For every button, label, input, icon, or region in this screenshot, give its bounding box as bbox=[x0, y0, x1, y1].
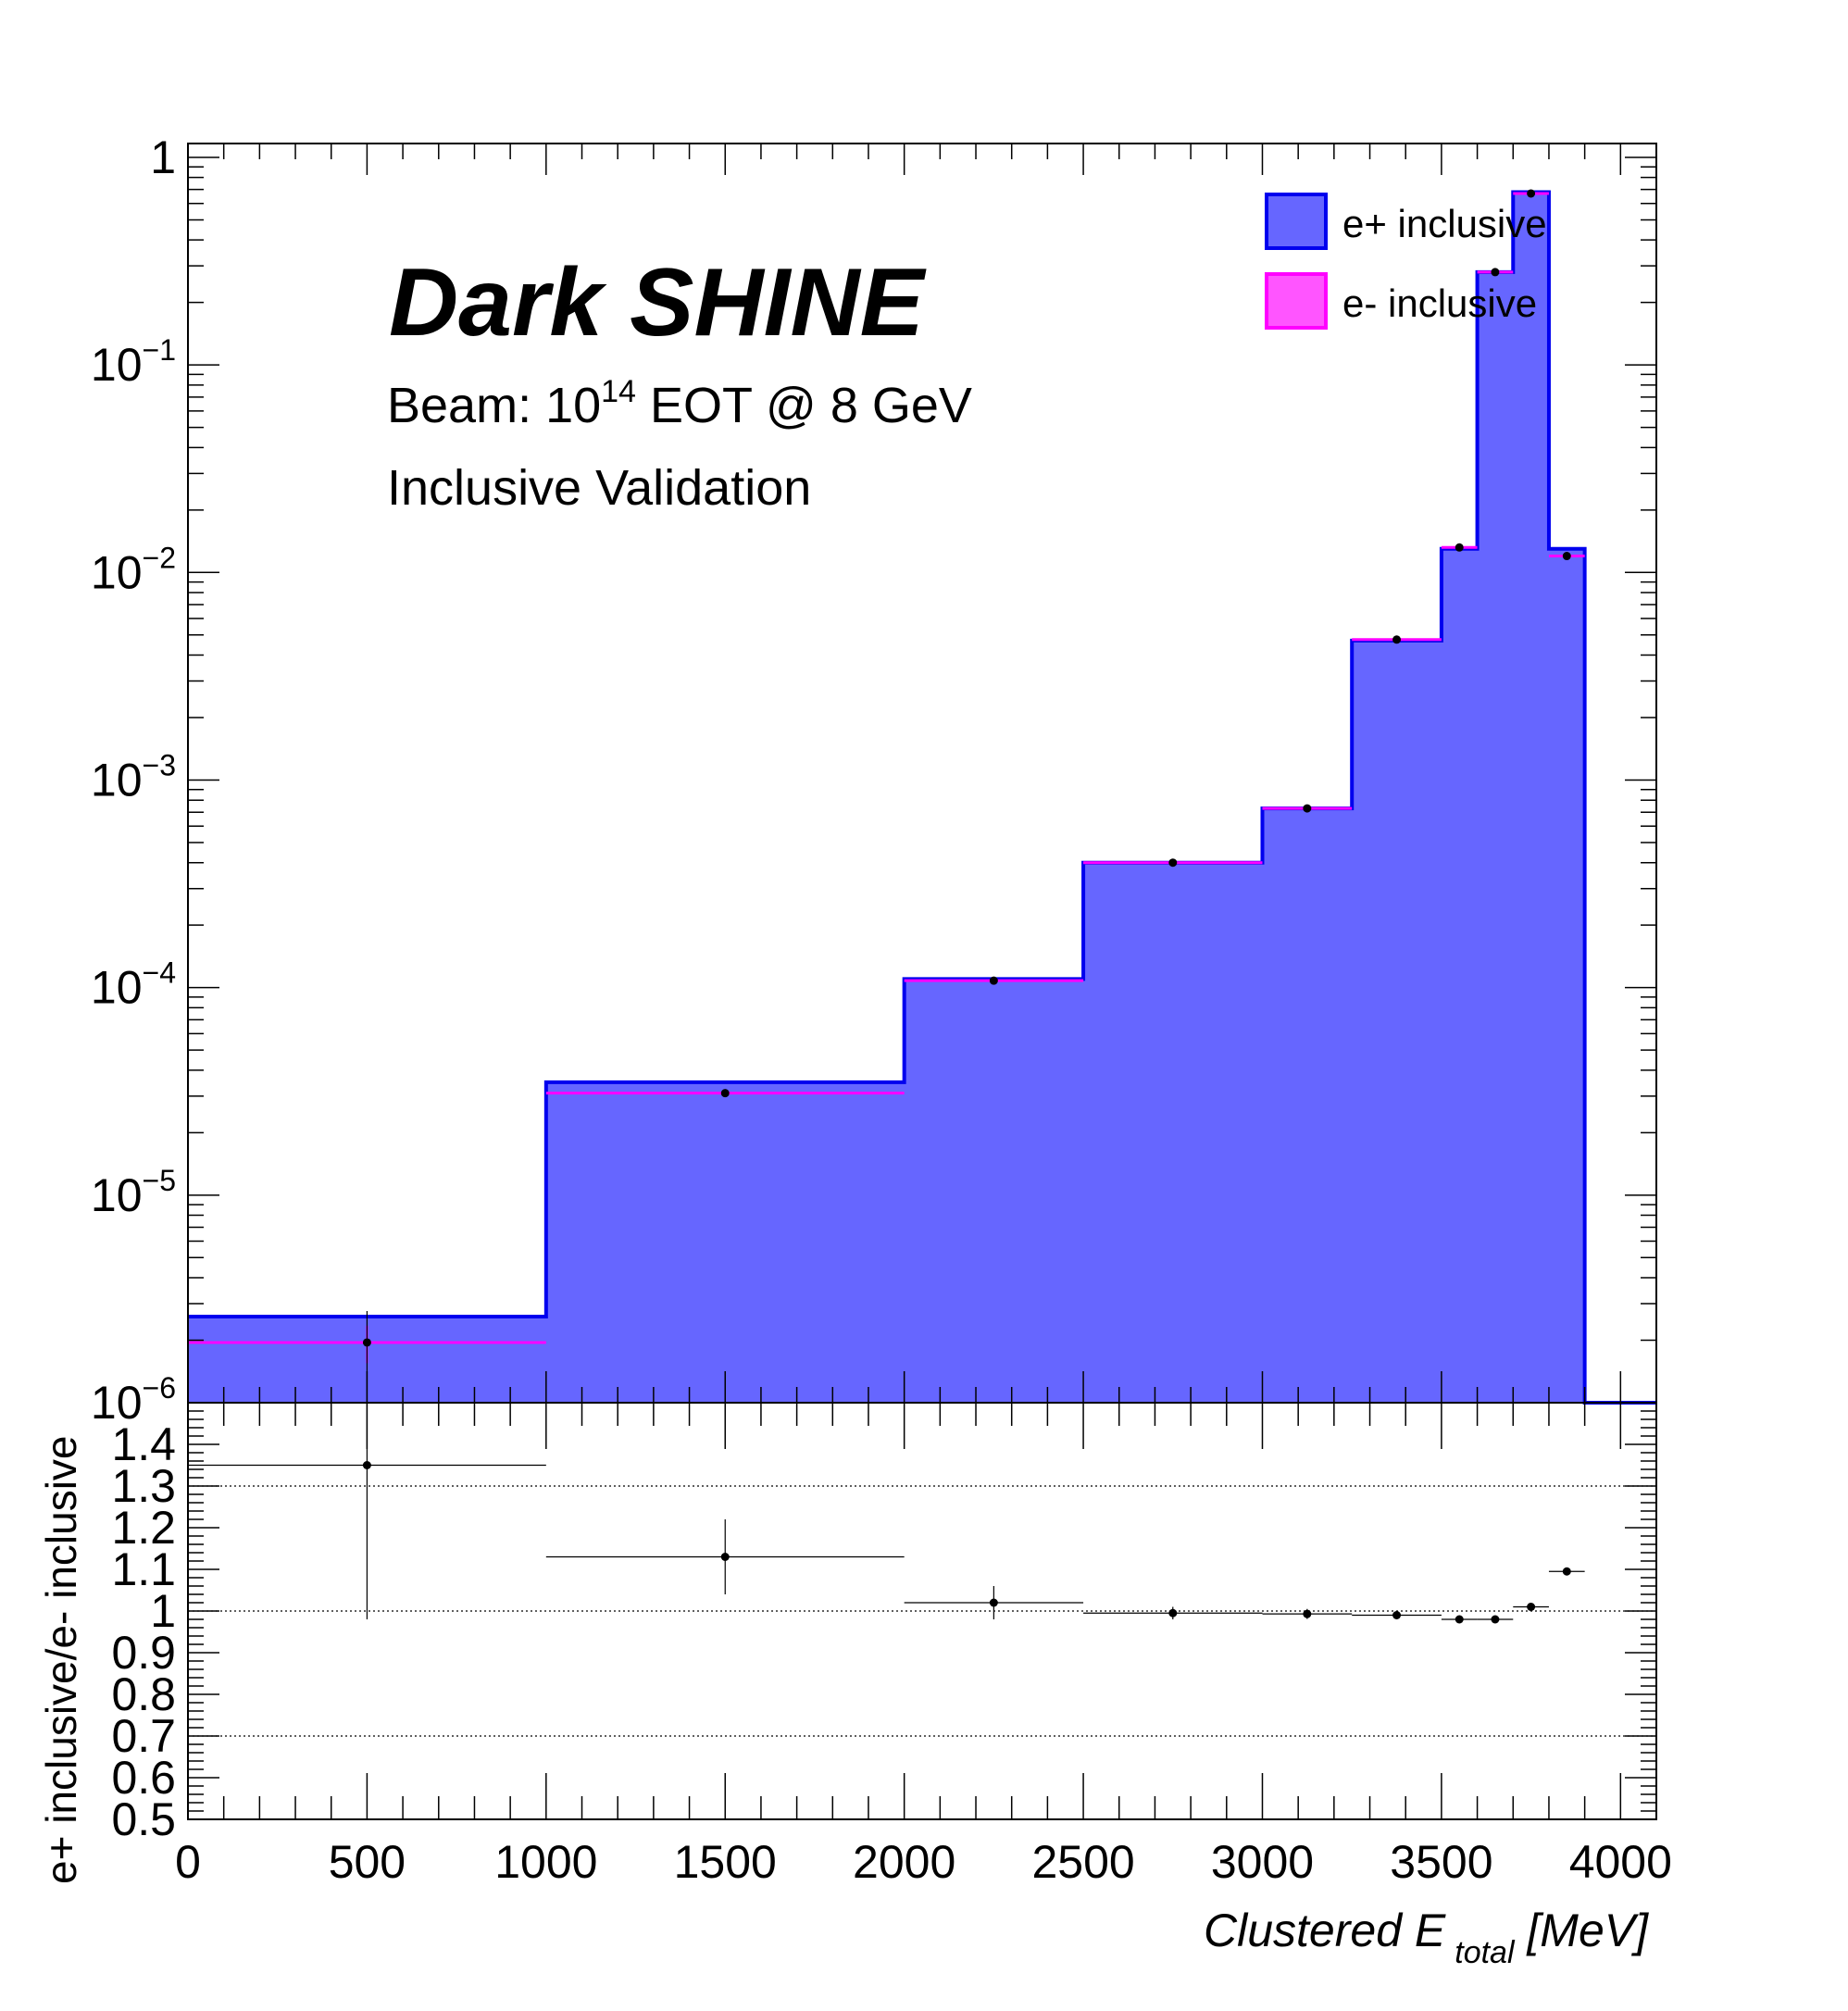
legend-label-e-plus: e+ inclusive bbox=[1342, 202, 1547, 245]
ratio-point bbox=[1562, 1567, 1571, 1576]
ratio-y-tick-label: 1.2 bbox=[111, 1502, 176, 1554]
e-minus-point bbox=[1303, 804, 1312, 813]
main-y-tick-label: 10−1 bbox=[91, 333, 176, 391]
x-tick-label: 2500 bbox=[1031, 1836, 1134, 1888]
main-y-tick-label: 10−5 bbox=[91, 1164, 176, 1221]
legend-swatch-e-minus bbox=[1265, 272, 1328, 330]
main-y-tick-label-base: 10 bbox=[91, 339, 143, 391]
e-minus-point bbox=[720, 1089, 730, 1098]
ratio-point bbox=[1491, 1615, 1500, 1624]
main-y-tick-label-exponent: −5 bbox=[143, 1164, 176, 1197]
ratio-point bbox=[720, 1553, 730, 1561]
ratio-y-tick-label: 1 bbox=[150, 1585, 176, 1637]
main-y-tick-label-base: 10 bbox=[91, 1169, 143, 1221]
x-axis-label-subscript: total bbox=[1455, 1935, 1516, 1970]
beam-label-suffix: EOT @ 8 GeV bbox=[636, 378, 972, 433]
main-y-tick-label-base: 10 bbox=[91, 962, 143, 1014]
x-tick-label: 4000 bbox=[1569, 1836, 1672, 1888]
ratio-point bbox=[1392, 1611, 1402, 1619]
validation-label: Inclusive Validation bbox=[387, 460, 811, 516]
main-y-tick-label-exponent: −4 bbox=[143, 956, 176, 990]
ratio-point bbox=[1455, 1615, 1464, 1624]
beam-label-exponent: 14 bbox=[601, 374, 636, 409]
legend-label-e-minus: e- inclusive bbox=[1342, 281, 1537, 325]
main-y-tick-label-exponent: −1 bbox=[143, 333, 176, 367]
e-plus-histogram-fill bbox=[188, 192, 1656, 1403]
ratio-point bbox=[1303, 1609, 1312, 1618]
ratio-point bbox=[1168, 1608, 1178, 1618]
x-axis-label-unit: [MeV] bbox=[1515, 1905, 1650, 1956]
ratio-panel: 0.50.60.70.80.911.11.21.31.4 0 500 1000 150… bbox=[37, 1311, 1672, 1970]
beam-label: Beam: 1014 EOT @ 8 GeV bbox=[387, 374, 972, 433]
beam-label-prefix: Beam: 10 bbox=[387, 378, 601, 433]
e-minus-point bbox=[1455, 543, 1464, 552]
ratio-y-tick-label: 1.3 bbox=[111, 1460, 176, 1512]
e-minus-point bbox=[989, 976, 998, 985]
ratio-y-tick-label: 0.5 bbox=[111, 1793, 176, 1845]
ratio-y-tick-label: 0.7 bbox=[111, 1710, 176, 1762]
main-axis-ticks bbox=[187, 144, 1657, 1404]
main-y-tick-label-exponent: −6 bbox=[143, 1371, 176, 1405]
main-y-tick-label: 1 bbox=[150, 131, 176, 183]
main-y-tick-label: 10−4 bbox=[91, 956, 176, 1014]
main-y-tick-label-base: 1 bbox=[150, 131, 176, 183]
main-y-tick-label: 10−6 bbox=[91, 1371, 176, 1429]
ratio-axis-ticks bbox=[187, 1402, 1657, 1820]
main-y-tick-label-exponent: −2 bbox=[143, 541, 176, 574]
ratio-y-tick-label: 0.6 bbox=[111, 1752, 176, 1804]
ratio-points bbox=[188, 1311, 1585, 1624]
ratio-y-tick-labels: 0.50.60.70.80.911.11.21.31.4 bbox=[111, 1418, 176, 1845]
main-y-tick-labels: 110−110−210−310−410−510−6 bbox=[91, 131, 176, 1429]
main-y-tick-label-exponent: −3 bbox=[143, 748, 176, 781]
ratio-point bbox=[362, 1461, 371, 1469]
x-axis-label-main: Clustered E bbox=[1204, 1905, 1446, 1956]
x-tick-labels: 0 500 1000 1500 2000 2500 3000 3500 4000 bbox=[175, 1836, 1672, 1888]
x-tick-label: 2000 bbox=[853, 1836, 955, 1888]
ratio-y-tick-label: 1.4 bbox=[111, 1418, 176, 1470]
ratio-point bbox=[989, 1598, 998, 1607]
main-y-tick-label-base: 10 bbox=[91, 546, 143, 598]
e-minus-point bbox=[1491, 268, 1500, 277]
main-y-tick-label-base: 10 bbox=[91, 754, 143, 806]
x-tick-label: 0 bbox=[175, 1836, 201, 1888]
experiment-title: Dark SHINE bbox=[389, 249, 927, 356]
main-y-tick-label-base: 10 bbox=[91, 1377, 143, 1429]
ratio-point bbox=[1527, 1603, 1536, 1611]
x-tick-label: 3500 bbox=[1390, 1836, 1492, 1888]
x-tick-label: 500 bbox=[329, 1836, 406, 1888]
main-y-tick-label: 10−3 bbox=[91, 748, 176, 806]
x-tick-label: 3000 bbox=[1211, 1836, 1314, 1888]
x-axis-label: Clustered E total [MeV] bbox=[1204, 1905, 1649, 1970]
ratio-y-tick-label: 0.9 bbox=[111, 1627, 176, 1679]
e-minus-point bbox=[1562, 552, 1571, 561]
ratio-y-axis-label: e+ inclusive/e- inclusive bbox=[37, 1435, 85, 1884]
x-tick-label: 1000 bbox=[494, 1836, 597, 1888]
main-y-tick-label: 10−2 bbox=[91, 541, 176, 598]
legend-swatch-e-plus bbox=[1265, 193, 1328, 250]
e-minus-point bbox=[1527, 189, 1536, 198]
legend: e+ inclusive e- inclusive bbox=[1265, 193, 1547, 330]
ratio-reference-lines bbox=[188, 1485, 1656, 1737]
main-panel: 110−110−210−310−410−510−6 Dark SHINE Bea… bbox=[91, 131, 1657, 1429]
e-minus-point bbox=[1168, 858, 1178, 868]
ratio-y-tick-label: 0.8 bbox=[111, 1668, 176, 1720]
x-tick-label: 1500 bbox=[674, 1836, 777, 1888]
e-minus-point bbox=[1392, 635, 1402, 644]
ratio-y-tick-label: 1.1 bbox=[111, 1543, 176, 1595]
